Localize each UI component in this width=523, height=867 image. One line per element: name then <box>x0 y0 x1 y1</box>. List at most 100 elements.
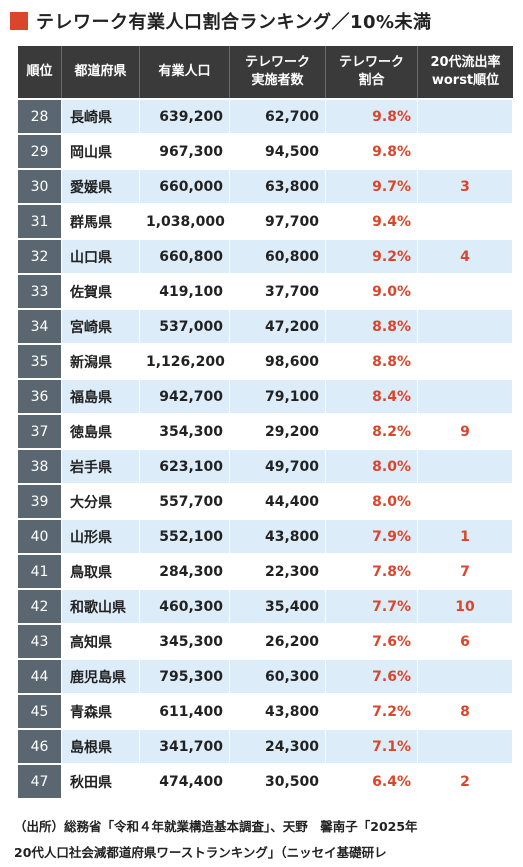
rank-cell: 35 <box>18 345 62 378</box>
telework-ratio-cell: 9.8% <box>326 100 418 133</box>
worst-rank-cell <box>418 310 513 343</box>
source-line-2: 20代人口社会減都道府県ワーストランキング」（ニッセイ基礎研レ <box>14 845 387 860</box>
worst-rank-cell: 4 <box>418 240 513 273</box>
rank-cell: 38 <box>18 450 62 483</box>
employed-cell: 460,300 <box>140 590 230 623</box>
telework-count-cell: 60,300 <box>230 660 326 693</box>
telework-count-cell: 37,700 <box>230 275 326 308</box>
worst-rank-cell <box>418 450 513 483</box>
prefecture-cell: 徳島県 <box>62 415 140 448</box>
rank-cell: 42 <box>18 590 62 623</box>
rank-cell: 31 <box>18 205 62 238</box>
telework-count-cell: 49,700 <box>230 450 326 483</box>
telework-ratio-cell: 7.8% <box>326 555 418 588</box>
table-row: 40 山形県 552,100 43,800 7.9% 1 <box>18 520 513 553</box>
worst-rank-cell <box>418 135 513 168</box>
rank-cell: 37 <box>18 415 62 448</box>
title-text: テレワーク有業人口割合ランキング／10%未満 <box>36 12 432 33</box>
prefecture-cell: 岩手県 <box>62 450 140 483</box>
telework-ratio-cell: 6.4% <box>326 765 418 798</box>
rank-cell: 46 <box>18 730 62 763</box>
rank-cell: 29 <box>18 135 62 168</box>
prefecture-cell: 山形県 <box>62 520 140 553</box>
rank-cell: 28 <box>18 100 62 133</box>
header-rank: 順位 <box>18 46 62 98</box>
telework-count-cell: 26,200 <box>230 625 326 658</box>
title-marker <box>10 12 28 30</box>
prefecture-cell: 長崎県 <box>62 100 140 133</box>
employed-cell: 967,300 <box>140 135 230 168</box>
employed-cell: 1,038,000 <box>140 205 230 238</box>
prefecture-cell: 鹿児島県 <box>62 660 140 693</box>
telework-ratio-cell: 9.4% <box>326 205 418 238</box>
telework-ratio-cell: 7.2% <box>326 695 418 728</box>
telework-count-cell: 43,800 <box>230 520 326 553</box>
table-row: 35 新潟県 1,126,200 98,600 8.8% <box>18 345 513 378</box>
table-body: 28 長崎県 639,200 62,700 9.8% 29 岡山県 967,300 94,500… <box>18 100 513 798</box>
employed-cell: 623,100 <box>140 450 230 483</box>
prefecture-cell: 佐賀県 <box>62 275 140 308</box>
table-row: 39 大分県 557,700 44,400 8.0% <box>18 485 513 518</box>
employed-cell: 660,000 <box>140 170 230 203</box>
worst-rank-cell: 8 <box>418 695 513 728</box>
table-row: 42 和歌山県 460,300 35,400 7.7% 10 <box>18 590 513 623</box>
header-employed: 有業人口 <box>140 46 230 98</box>
employed-cell: 942,700 <box>140 380 230 413</box>
employed-cell: 345,300 <box>140 625 230 658</box>
telework-ratio-cell: 8.0% <box>326 450 418 483</box>
prefecture-cell: 青森県 <box>62 695 140 728</box>
telework-count-cell: 44,400 <box>230 485 326 518</box>
table-row: 45 青森県 611,400 43,800 7.2% 8 <box>18 695 513 728</box>
rank-cell: 47 <box>18 765 62 798</box>
telework-ratio-cell: 8.2% <box>326 415 418 448</box>
worst-rank-cell: 10 <box>418 590 513 623</box>
telework-count-cell: 24,300 <box>230 730 326 763</box>
telework-ratio-cell: 7.6% <box>326 625 418 658</box>
telework-count-cell: 63,800 <box>230 170 326 203</box>
telework-count-cell: 79,100 <box>230 380 326 413</box>
table-row: 34 宮崎県 537,000 47,200 8.8% <box>18 310 513 343</box>
telework-count-cell: 98,600 <box>230 345 326 378</box>
worst-rank-cell: 9 <box>418 415 513 448</box>
telework-count-cell: 60,800 <box>230 240 326 273</box>
table-row: 43 高知県 345,300 26,200 7.6% 6 <box>18 625 513 658</box>
rank-cell: 44 <box>18 660 62 693</box>
telework-ratio-cell: 8.8% <box>326 310 418 343</box>
worst-rank-cell <box>418 275 513 308</box>
employed-cell: 639,200 <box>140 100 230 133</box>
prefecture-cell: 鳥取県 <box>62 555 140 588</box>
worst-rank-cell <box>418 660 513 693</box>
worst-rank-cell <box>418 100 513 133</box>
prefecture-cell: 秋田県 <box>62 765 140 798</box>
employed-cell: 341,700 <box>140 730 230 763</box>
rank-cell: 30 <box>18 170 62 203</box>
ranking-table: 順位 都道府県 有業人口 テレワーク 実施者数 テレワーク 割合 20代流出率 … <box>18 44 513 800</box>
employed-cell: 284,300 <box>140 555 230 588</box>
table-row: 29 岡山県 967,300 94,500 9.8% <box>18 135 513 168</box>
source-note: （出所）総務省「令和４年就業構造基本調査」、天野 馨南子「2025年 20代人口… <box>14 814 519 866</box>
chart-title: テレワーク有業人口割合ランキング／10%未満 <box>10 6 432 36</box>
rank-cell: 34 <box>18 310 62 343</box>
prefecture-cell: 山口県 <box>62 240 140 273</box>
telework-count-cell: 47,200 <box>230 310 326 343</box>
header-telework-ratio: テレワーク 割合 <box>326 46 418 98</box>
telework-count-cell: 29,200 <box>230 415 326 448</box>
table-row: 38 岩手県 623,100 49,700 8.0% <box>18 450 513 483</box>
worst-rank-cell: 6 <box>418 625 513 658</box>
employed-cell: 552,100 <box>140 520 230 553</box>
telework-ratio-cell: 9.8% <box>326 135 418 168</box>
telework-count-cell: 94,500 <box>230 135 326 168</box>
prefecture-cell: 和歌山県 <box>62 590 140 623</box>
telework-count-cell: 35,400 <box>230 590 326 623</box>
telework-count-cell: 97,700 <box>230 205 326 238</box>
worst-rank-cell <box>418 205 513 238</box>
table-header-row: 順位 都道府県 有業人口 テレワーク 実施者数 テレワーク 割合 20代流出率 … <box>18 46 513 98</box>
worst-rank-cell <box>418 730 513 763</box>
telework-count-cell: 30,500 <box>230 765 326 798</box>
rank-cell: 43 <box>18 625 62 658</box>
worst-rank-cell: 7 <box>418 555 513 588</box>
worst-rank-cell: 3 <box>418 170 513 203</box>
worst-rank-cell: 2 <box>418 765 513 798</box>
prefecture-cell: 大分県 <box>62 485 140 518</box>
employed-cell: 795,300 <box>140 660 230 693</box>
